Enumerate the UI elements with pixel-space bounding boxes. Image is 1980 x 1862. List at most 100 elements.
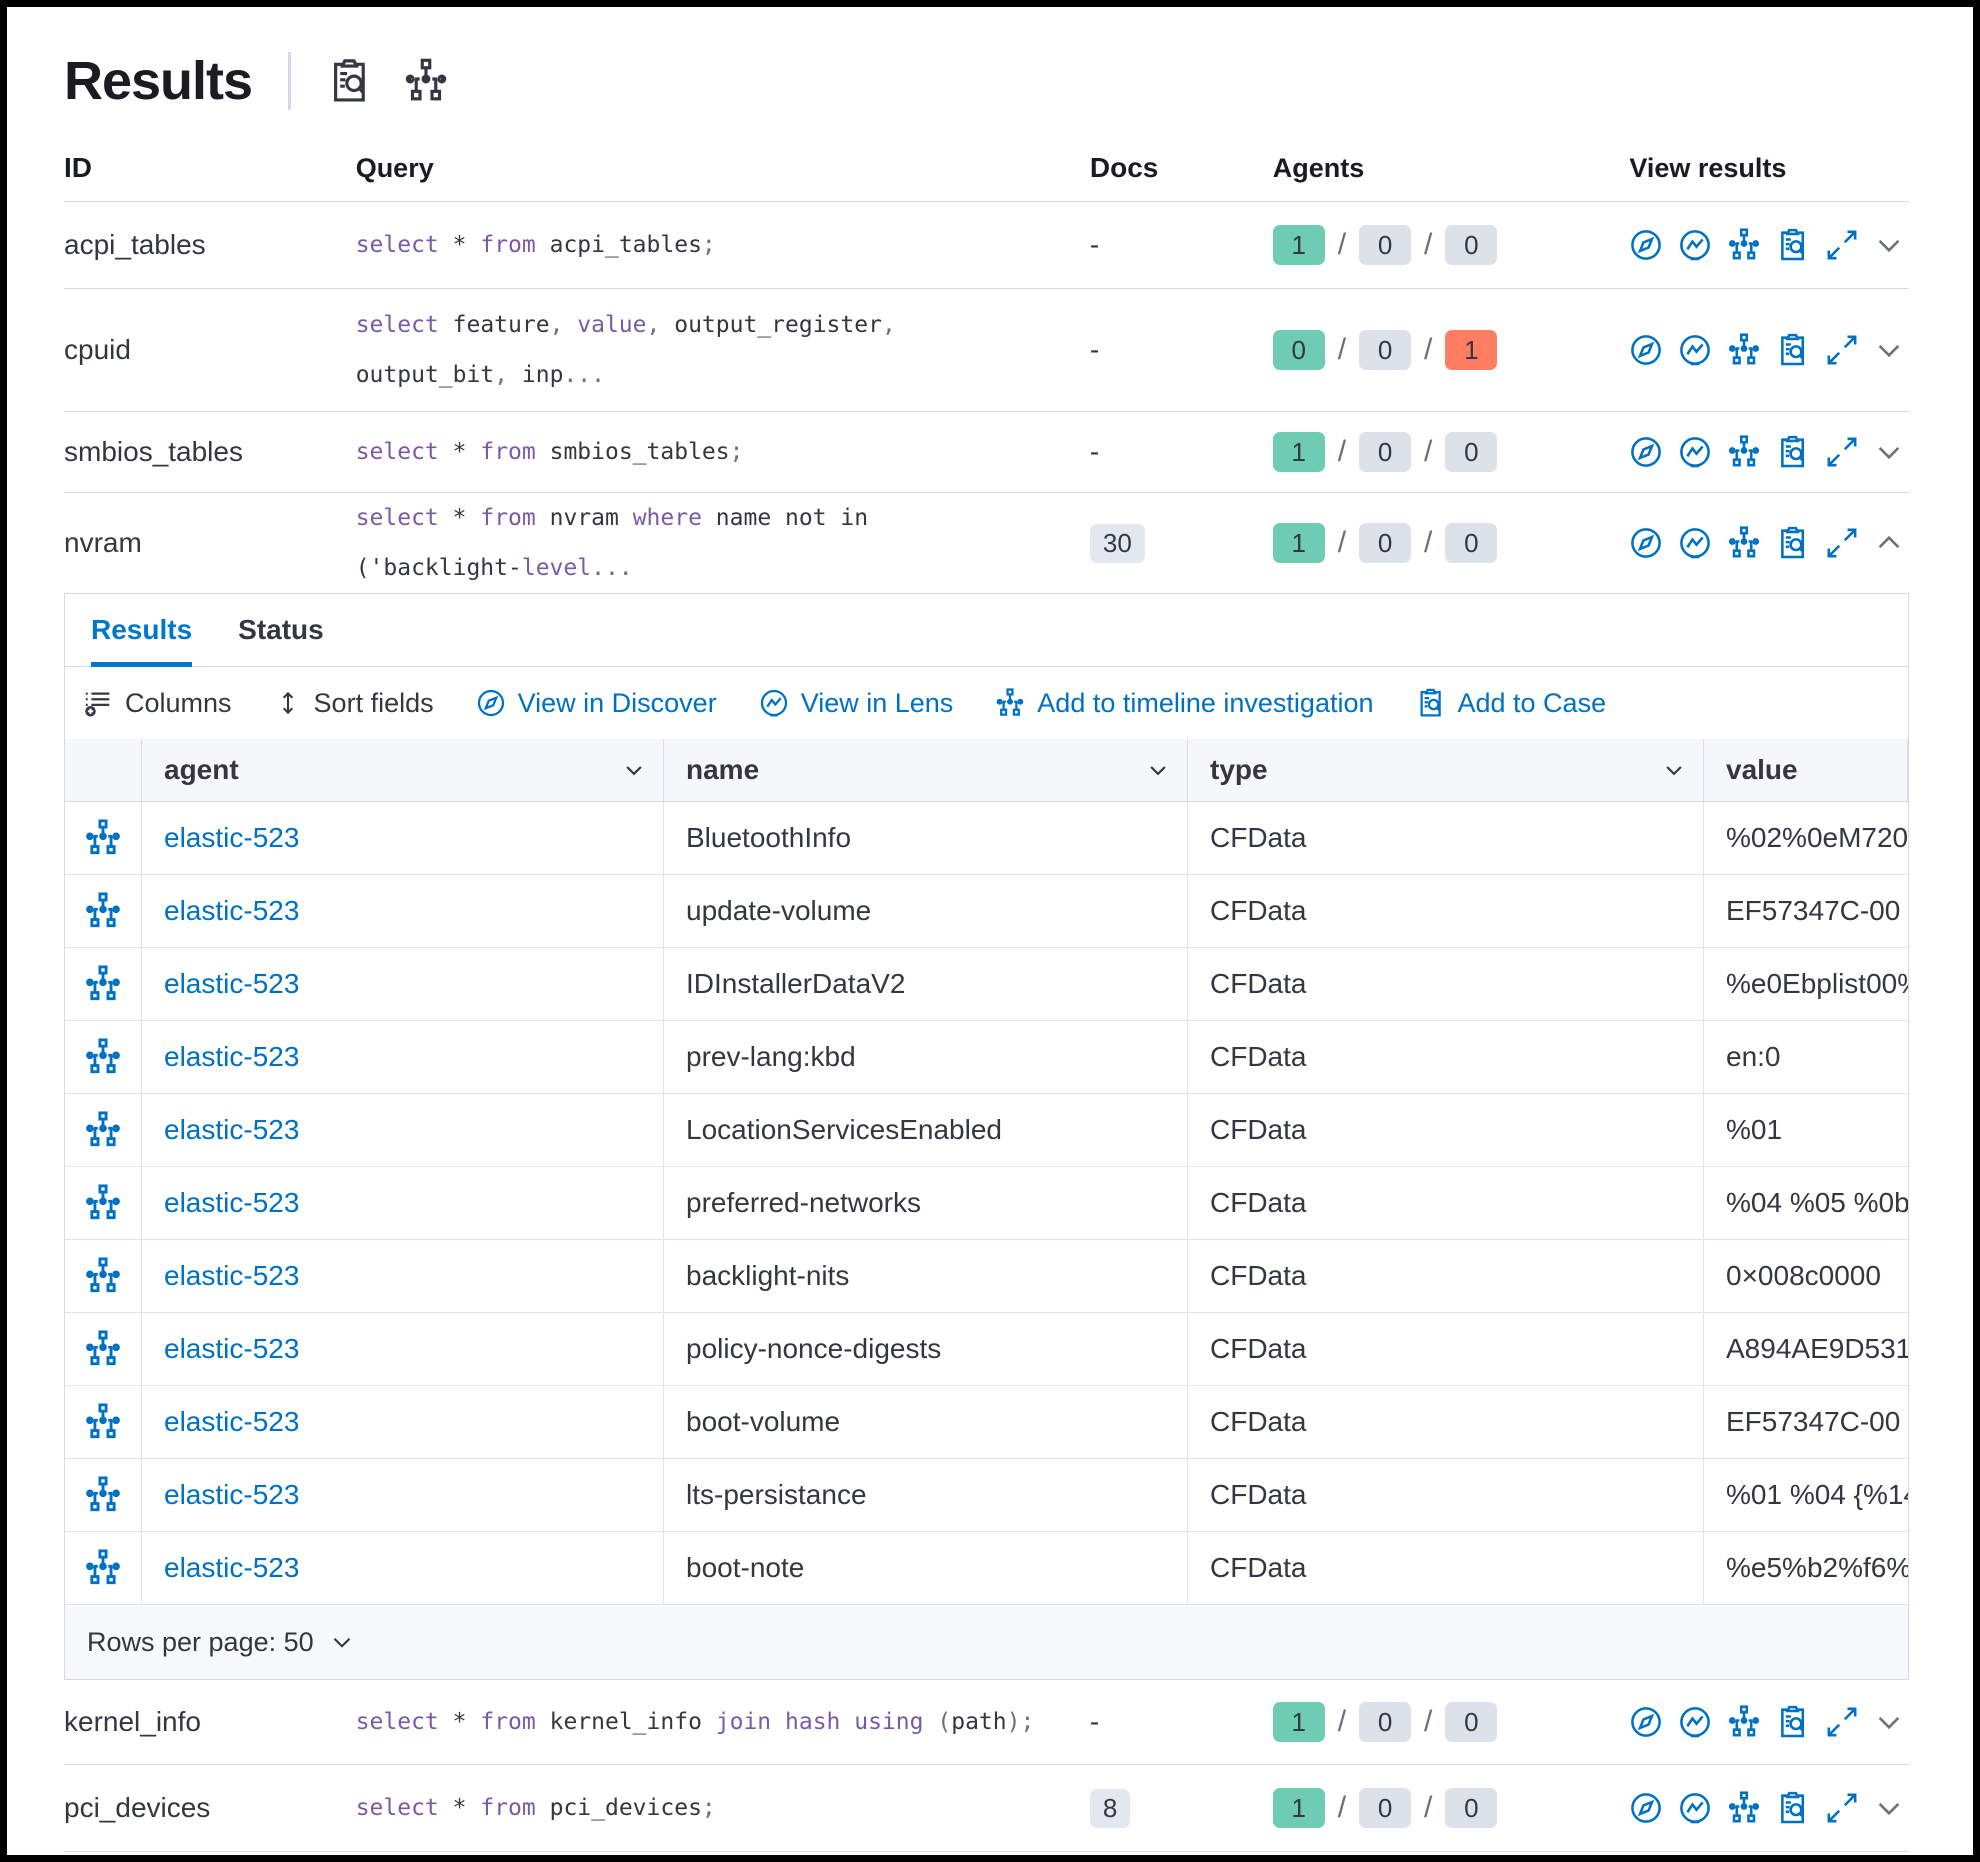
columns-button[interactable]: Columns [83,688,232,719]
cell-agent: elastic-523 [142,1167,664,1239]
view-in-lens-icon[interactable] [1678,228,1712,262]
chevron-down-icon[interactable] [1663,759,1685,781]
view-in-discover-icon[interactable] [1629,435,1663,469]
timeline-icon[interactable] [84,1184,122,1222]
grid-body: elastic-523 BluetoothInfo CFData %02%0eM… [65,802,1908,1605]
cell-type: CFData [1188,1532,1704,1604]
query-row-nvram: nvram select * from nvram where name not… [64,492,1909,593]
cell-value: %e5%b2%f6% [1726,1552,1908,1583]
view-in-discover-icon[interactable] [1629,228,1663,262]
case-icon [1420,688,1441,717]
add-to-case-icon[interactable] [1776,435,1810,469]
agent-link[interactable]: elastic-523 [164,1552,300,1583]
sort-fields-button[interactable]: Sort fields [274,688,434,719]
agent-link[interactable]: elastic-523 [164,1041,300,1072]
timeline-icon[interactable] [84,1549,122,1587]
expand-results-icon[interactable] [1825,435,1859,469]
docs-count-badge: 8 [1089,1788,1131,1828]
cell-name: update-volume [664,875,1188,947]
timeline-icon[interactable] [84,1476,122,1514]
view-in-lens-icon[interactable] [1678,435,1712,469]
add-to-case-icon[interactable] [1776,333,1810,367]
view-in-discover-button[interactable]: View in Discover [476,688,717,719]
add-to-timeline-icon[interactable] [1727,435,1761,469]
cell-value: %04 %05 %0b [1726,1187,1908,1218]
timeline-icon[interactable] [84,1257,122,1295]
agent-link[interactable]: elastic-523 [164,1479,300,1510]
chevron-down-icon[interactable] [623,759,645,781]
query-code: select * from smbios_tables; [355,439,744,465]
view-in-discover-icon[interactable] [1629,333,1663,367]
timeline-icon[interactable] [84,1330,122,1368]
cell-agent: elastic-523 [142,1240,664,1312]
expand-results-icon[interactable] [1825,228,1859,262]
add-to-timeline-icon[interactable] [1727,1791,1761,1825]
view-in-lens-button[interactable]: View in Lens [759,688,953,719]
timeline-icon[interactable] [84,1038,122,1076]
view-in-discover-icon[interactable] [1629,526,1663,560]
add-to-timeline-icon[interactable] [1727,333,1761,367]
agent-link[interactable]: elastic-523 [164,1260,300,1291]
view-in-discover-icon[interactable] [1629,1791,1663,1825]
agent-link[interactable]: elastic-523 [164,1187,300,1218]
timeline-icon[interactable] [84,819,122,857]
agents-badges: 1/0/0 [1272,523,1630,563]
cell-type: CFData [1188,1459,1704,1531]
view-in-lens-icon[interactable] [1678,526,1712,560]
agent-link[interactable]: elastic-523 [164,968,300,999]
expand-row-chevron[interactable] [1874,230,1904,260]
agent-link[interactable]: elastic-523 [164,1114,300,1145]
grid-header-value[interactable]: value [1704,739,1908,801]
expand-row-chevron[interactable] [1874,1793,1904,1823]
view-in-lens-icon[interactable] [1678,1705,1712,1739]
view-results-actions [1629,333,1904,367]
agent-link[interactable]: elastic-523 [164,1333,300,1364]
add-to-case-icon[interactable] [1776,526,1810,560]
row-timeline-cell [65,1313,142,1385]
expand-row-chevron[interactable] [1874,528,1904,558]
agent-link[interactable]: elastic-523 [164,895,300,926]
add-to-timeline-icon[interactable] [1727,228,1761,262]
add-to-case-icon[interactable] [1776,1791,1810,1825]
timeline-icon[interactable] [84,1403,122,1441]
add-to-case-icon[interactable] [1776,228,1810,262]
table-row: elastic-523 update-volume CFData EF57347… [65,875,1908,948]
results-page: Results ID Query [7,7,1973,1855]
agent-link[interactable]: elastic-523 [164,822,300,853]
grid-header-type[interactable]: type [1188,739,1704,801]
expand-row-chevron[interactable] [1874,437,1904,467]
grid-header-agent[interactable]: agent [142,739,664,801]
tab-results[interactable]: Results [91,594,193,667]
query-code: select * from pci_devices; [355,1795,716,1821]
timeline-header-icon[interactable] [403,58,449,104]
live-query-details-icon[interactable] [327,58,373,104]
chevron-down-icon[interactable] [330,1630,354,1654]
agent-link[interactable]: elastic-523 [164,1406,300,1437]
expand-results-icon[interactable] [1825,333,1859,367]
tab-status[interactable]: Status [238,614,324,645]
view-results-actions [1629,1705,1904,1739]
expand-results-icon[interactable] [1825,1791,1859,1825]
add-to-case-icon[interactable] [1776,1705,1810,1739]
expand-row-chevron[interactable] [1874,335,1904,365]
cell-name: BluetoothInfo [664,802,1188,874]
rows-per-page[interactable]: Rows per page: 50 [87,1626,314,1657]
view-in-discover-icon[interactable] [1629,1705,1663,1739]
view-in-lens-icon[interactable] [1678,1791,1712,1825]
grid-header-name[interactable]: name [664,739,1188,801]
view-in-lens-icon[interactable] [1678,333,1712,367]
expand-results-icon[interactable] [1825,1705,1859,1739]
expand-results-icon[interactable] [1825,526,1859,560]
add-to-timeline-icon[interactable] [1727,526,1761,560]
timeline-icon[interactable] [84,892,122,930]
add-to-timeline-icon[interactable] [1727,1705,1761,1739]
timeline-icon[interactable] [84,1111,122,1149]
agents-pending-badge: 0 [1359,330,1412,370]
add-to-timeline-button[interactable]: Add to timeline investigation [995,688,1374,719]
query-code: select * from kernel_info join hash usin… [355,1709,1035,1735]
query-row-acpi_tables: acpi_tables select * from acpi_tables; -… [64,201,1909,288]
add-to-case-button[interactable]: Add to Case [1416,688,1606,719]
chevron-down-icon[interactable] [1147,759,1169,781]
timeline-icon[interactable] [84,965,122,1003]
expand-row-chevron[interactable] [1874,1707,1904,1737]
